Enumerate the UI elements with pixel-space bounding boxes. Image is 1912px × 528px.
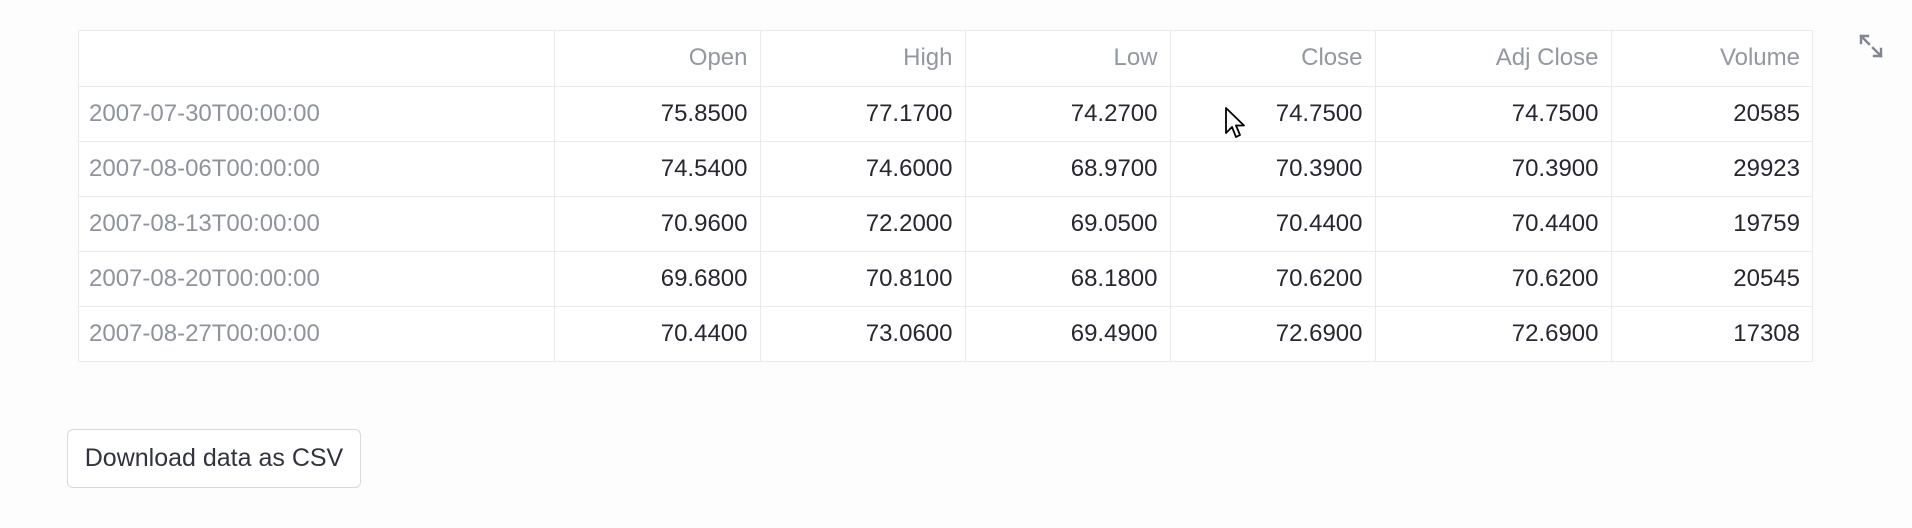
- adj-close-cell[interactable]: 70.6200: [1375, 251, 1612, 307]
- column-header-high[interactable]: High: [760, 31, 966, 87]
- high-cell[interactable]: 73.0600: [760, 306, 966, 361]
- mouse-pointer-icon: [1224, 106, 1246, 140]
- table-row: 2007-08-27T00:00:00 70.4400 73.0600 69.4…: [79, 306, 1812, 361]
- adj-close-cell[interactable]: 70.4400: [1375, 196, 1612, 252]
- low-cell[interactable]: 68.9700: [965, 141, 1171, 197]
- row-index-cell[interactable]: 2007-08-13T00:00:00: [79, 196, 555, 252]
- data-table: Open High Low Close Adj Close Volume 200…: [79, 31, 1812, 361]
- high-cell[interactable]: 74.6000: [760, 141, 966, 197]
- low-cell[interactable]: 68.1800: [965, 251, 1171, 307]
- table-row: 2007-08-20T00:00:00 69.6800 70.8100 68.1…: [79, 251, 1812, 307]
- adj-close-cell[interactable]: 70.3900: [1375, 141, 1612, 197]
- open-cell[interactable]: 70.9600: [554, 196, 761, 252]
- high-cell[interactable]: 70.8100: [760, 251, 966, 307]
- column-header-close[interactable]: Close: [1170, 31, 1376, 87]
- column-header-open[interactable]: Open: [554, 31, 761, 87]
- column-header-low[interactable]: Low: [965, 31, 1171, 87]
- volume-cell[interactable]: 20545: [1611, 251, 1812, 307]
- close-cell[interactable]: 72.6900: [1170, 306, 1376, 361]
- table-row: 2007-07-30T00:00:00 75.8500 77.1700 74.2…: [79, 86, 1812, 142]
- adj-close-cell[interactable]: 74.7500: [1375, 86, 1612, 142]
- close-cell[interactable]: 74.7500: [1170, 86, 1376, 142]
- row-index-cell[interactable]: 2007-08-06T00:00:00: [79, 141, 555, 197]
- close-cell[interactable]: 70.6200: [1170, 251, 1376, 307]
- volume-cell[interactable]: 17308: [1733, 319, 1800, 347]
- column-header-adj-close[interactable]: Adj Close: [1375, 31, 1612, 87]
- close-cell[interactable]: 70.3900: [1170, 141, 1376, 197]
- open-cell[interactable]: 74.5400: [554, 141, 761, 197]
- row-index-cell[interactable]: 2007-08-20T00:00:00: [79, 251, 555, 307]
- row-index-cell[interactable]: 2007-07-30T00:00:00: [79, 86, 555, 142]
- column-header-volume[interactable]: Volume: [1611, 31, 1812, 87]
- close-cell[interactable]: 70.4400: [1170, 196, 1376, 252]
- open-cell[interactable]: 75.8500: [554, 86, 761, 142]
- fullscreen-expand-icon[interactable]: [1857, 32, 1885, 60]
- low-cell[interactable]: 69.0500: [965, 196, 1171, 252]
- header-row: Open High Low Close Adj Close Volume: [79, 31, 1812, 87]
- table-row: 2007-08-06T00:00:00 74.5400 74.6000 68.9…: [79, 141, 1812, 197]
- row-index-cell[interactable]: 2007-08-27T00:00:00: [79, 306, 555, 361]
- open-cell[interactable]: 70.4400: [554, 306, 761, 361]
- dataframe-table[interactable]: Open High Low Close Adj Close Volume 200…: [78, 30, 1813, 362]
- adj-close-cell[interactable]: 72.6900: [1375, 306, 1612, 361]
- low-cell[interactable]: 69.4900: [965, 306, 1171, 361]
- table-row: 2007-08-13T00:00:00 70.9600 72.2000 69.0…: [79, 196, 1812, 252]
- download-csv-button[interactable]: Download data as CSV: [67, 429, 361, 488]
- low-cell[interactable]: 74.2700: [965, 86, 1171, 142]
- high-cell[interactable]: 72.2000: [760, 196, 966, 252]
- high-cell[interactable]: 77.1700: [760, 86, 966, 142]
- column-header-index[interactable]: [79, 31, 555, 87]
- volume-cell[interactable]: 20585: [1611, 86, 1812, 142]
- volume-cell[interactable]: 29923: [1611, 141, 1812, 197]
- open-cell[interactable]: 69.6800: [554, 251, 761, 307]
- volume-cell[interactable]: 19759: [1611, 196, 1812, 252]
